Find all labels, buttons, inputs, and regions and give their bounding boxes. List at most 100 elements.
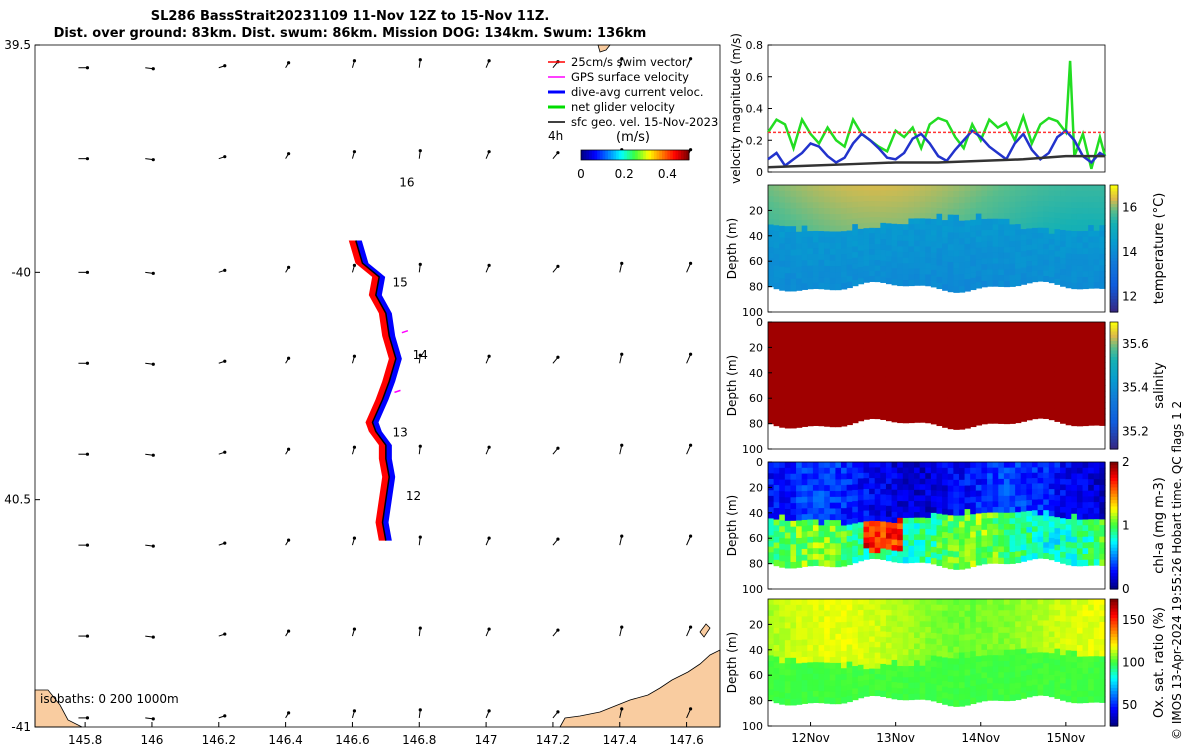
chla-cell: [812, 467, 820, 475]
salinity-cell: [885, 360, 893, 367]
geo-vector-head: [223, 714, 227, 718]
temperature-cell: [897, 201, 904, 208]
chla-cell: [796, 462, 803, 469]
oxygen-cell: [958, 599, 966, 606]
salinity-cell: [1031, 413, 1039, 420]
oxygen-cell: [936, 696, 943, 704]
chla-cell: [818, 554, 825, 561]
salinity-cell: [925, 366, 932, 373]
temperature-cell: [1003, 252, 1011, 259]
oxygen-cell: [801, 639, 808, 646]
salinity-cell: [902, 417, 910, 424]
chla-cell: [880, 505, 887, 512]
oxygen-cell: [1037, 599, 1044, 605]
oxygen-cell: [1026, 647, 1033, 654]
oxygen-cell: [880, 620, 887, 627]
oxygen-cell: [958, 682, 966, 689]
salinity-cell: [964, 404, 971, 411]
chla-cell: [779, 462, 786, 469]
chla-cell: [773, 496, 780, 503]
temperature-cell: [942, 243, 949, 250]
temperature-cell: [930, 264, 938, 271]
day-label: 14: [413, 348, 428, 362]
island-1: [699, 623, 711, 638]
chla-cell: [958, 503, 966, 511]
chla-cell: [1093, 467, 1100, 475]
salinity-cell: [1060, 322, 1067, 329]
temperature-cell: [852, 212, 859, 220]
chla-cell: [1093, 462, 1100, 469]
salinity-cell: [925, 372, 932, 379]
oxygen-cell: [835, 657, 842, 664]
temperature-cell: [1065, 281, 1072, 289]
chla-colorbar-segment: [1110, 477, 1118, 482]
oxygen-cell: [891, 676, 898, 683]
temperature-cell: [807, 202, 814, 209]
oxygen-cell: [829, 674, 836, 681]
temperature-cell: [869, 222, 876, 229]
temperature-cell: [964, 273, 971, 280]
oxygen-cell: [998, 632, 1005, 640]
chla-cell: [930, 529, 938, 537]
temperature-cell: [852, 252, 859, 259]
velocity-y-tick-label: 0.2: [746, 134, 764, 147]
oxygen-cell: [1037, 679, 1044, 685]
chla-cell: [1082, 484, 1089, 492]
chla-cell: [1048, 537, 1056, 544]
chla-cell: [914, 489, 921, 496]
chla-cell: [863, 505, 870, 512]
chla-cell: [824, 542, 831, 550]
salinity-cell: [807, 350, 814, 358]
chla-cell: [981, 529, 988, 537]
salinity-colorbar-segment: [1110, 369, 1118, 374]
temperature-cell: [784, 196, 792, 204]
temperature-cell: [852, 235, 859, 242]
salinity-cell: [1003, 333, 1011, 340]
chla-cell: [1026, 483, 1033, 490]
chla-cell: [869, 531, 876, 538]
oxygen-cell: [818, 673, 825, 681]
oxygen-cell: [1088, 633, 1095, 640]
oxygen-ylabel: Depth (m): [725, 632, 739, 693]
oxygen-cell: [914, 610, 921, 617]
chla-colorbar-segment: [1110, 547, 1118, 552]
oxygen-cell: [846, 690, 853, 697]
salinity-cell: [998, 389, 1005, 396]
chla-cell: [908, 528, 915, 536]
temperature-cell: [1003, 201, 1011, 209]
salinity-cell: [902, 355, 910, 362]
salinity-cell: [897, 394, 904, 401]
chla-cell: [812, 530, 820, 538]
temperature-cell: [947, 256, 954, 263]
chla-cell: [824, 560, 831, 567]
chla-cell: [1003, 507, 1011, 514]
oxygen-cell: [942, 663, 949, 670]
salinity-cell: [958, 363, 966, 371]
salinity-cell: [768, 378, 775, 385]
temperature-cell: [852, 268, 859, 276]
salinity-cell: [880, 349, 887, 356]
oxygen-cell: [942, 599, 949, 606]
chla-cell: [779, 491, 786, 498]
oxygen-cell: [992, 638, 999, 645]
oxygen-cell: [1009, 689, 1016, 696]
temperature-cell: [869, 259, 876, 266]
oxygen-cell: [773, 668, 780, 675]
oxygen-cell: [1026, 680, 1033, 687]
temperature-cell: [958, 280, 966, 287]
oxygen-cell: [1009, 660, 1016, 668]
salinity-cell: [1020, 382, 1027, 389]
oxygen-cell: [869, 625, 876, 632]
chla-cell: [1071, 536, 1078, 544]
geo-vector-head: [556, 355, 560, 359]
oxygen-colorbar-segment: [1110, 618, 1118, 622]
oxygen-cell: [919, 682, 926, 689]
oxygen-cell: [992, 672, 999, 679]
geo-vector-head: [85, 634, 90, 638]
salinity-cell: [796, 415, 803, 422]
oxygen-cell: [902, 615, 910, 622]
chla-cell: [908, 501, 915, 508]
oxygen-cell: [857, 670, 865, 677]
chla-cell: [902, 545, 910, 553]
oxygen-cell: [902, 649, 910, 656]
